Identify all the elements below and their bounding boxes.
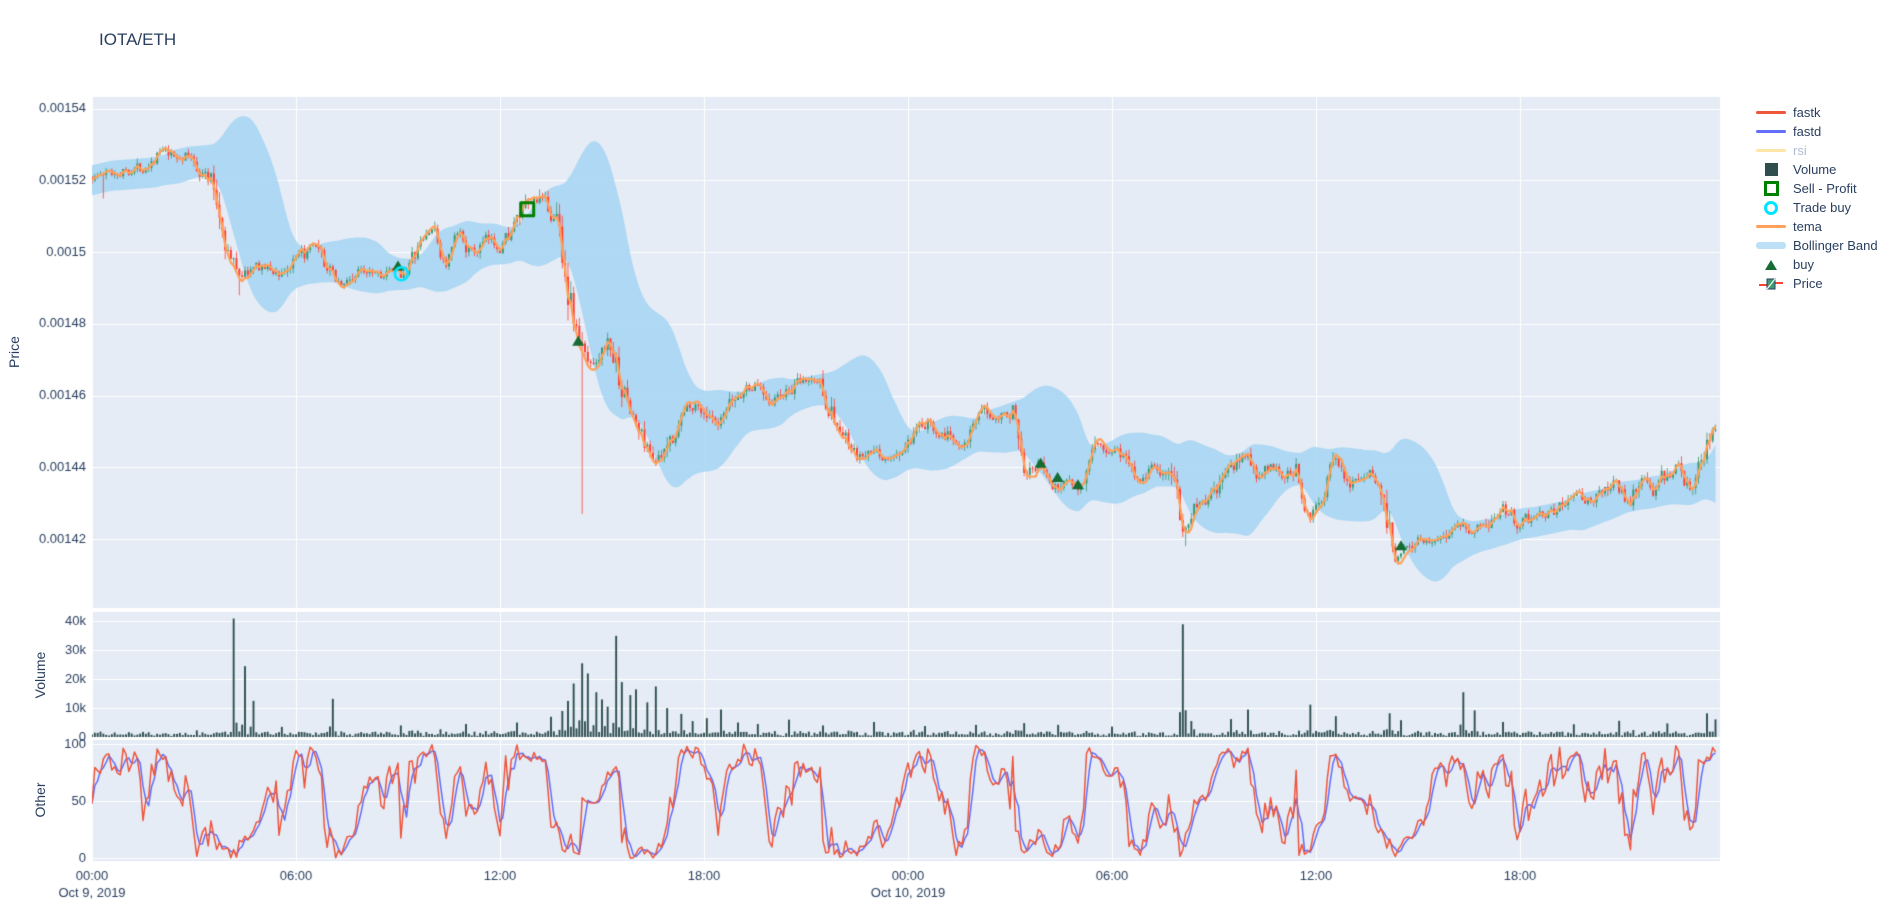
legend-label: fastk [1793,105,1821,120]
legend-label: buy [1793,257,1814,272]
tema-line-icon [1756,225,1786,228]
bollinger-band-icon [1756,242,1786,249]
volume-axis-title: Volume [32,651,48,699]
buy-triangle-icon [1765,259,1777,270]
fastk-line-icon [1756,111,1786,114]
legend-item-price[interactable]: Price [1754,274,1878,293]
legend-label: rsi [1793,143,1807,158]
legend-label: fastd [1793,124,1822,139]
price-axis-title: Price [6,336,22,368]
volume-square-icon [1764,163,1778,176]
legend-label: Volume [1793,162,1837,177]
rsi-line-icon [1756,149,1786,152]
page-title: IOTA/ETH [99,30,177,49]
legend-label: Price [1793,276,1823,291]
legend: fastk fastd rsi Volume Sell - Profit Tra… [1754,103,1878,293]
legend-item-buy[interactable]: buy [1754,255,1878,274]
legend-item-rsi[interactable]: rsi [1754,141,1878,160]
legend-item-sell-profit[interactable]: Sell - Profit [1754,179,1878,198]
legend-label: Trade buy [1793,200,1852,215]
legend-item-fastk[interactable]: fastk [1754,103,1878,122]
legend-label: tema [1793,219,1822,234]
legend-item-trade-buy[interactable]: Trade buy [1754,198,1878,217]
legend-item-volume[interactable]: Volume [1754,160,1878,179]
trade-buy-circle-icon [1764,200,1778,215]
legend-item-bollinger-band[interactable]: Bollinger Band [1754,236,1878,255]
fastd-line-icon [1756,130,1786,133]
other-axis-title: Other [32,782,48,818]
price-candlestick-icon [1759,278,1783,289]
sell-profit-square-icon [1763,181,1779,196]
legend-item-fastd[interactable]: fastd [1754,122,1878,141]
legend-item-tema[interactable]: tema [1754,217,1878,236]
legend-label: Sell - Profit [1793,181,1857,196]
legend-label: Bollinger Band [1793,238,1878,253]
